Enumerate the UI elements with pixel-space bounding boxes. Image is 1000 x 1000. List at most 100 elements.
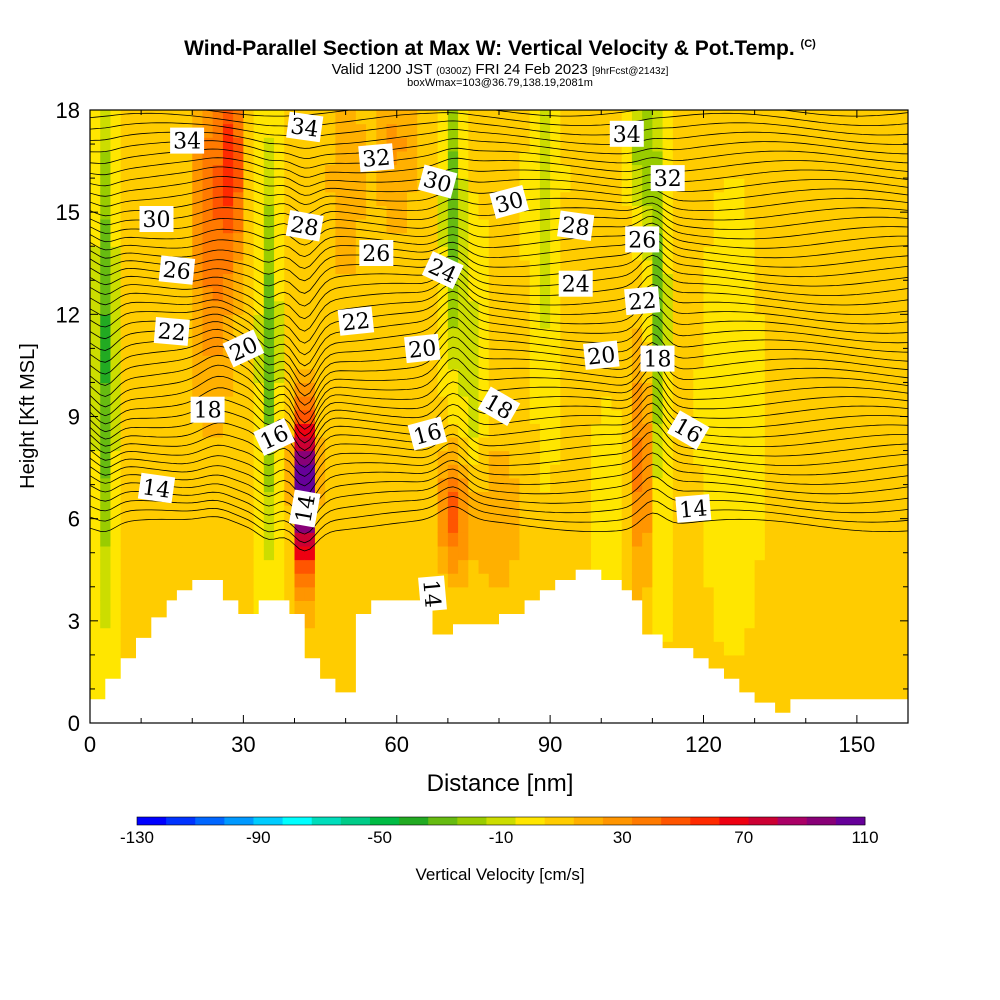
velocity-cell [253, 273, 265, 288]
velocity-cell [591, 259, 602, 275]
velocity-cell [274, 477, 285, 493]
velocity-cell [202, 505, 214, 520]
velocity-cell [815, 586, 827, 601]
velocity-cell [141, 396, 152, 411]
velocity-cell [846, 682, 858, 697]
velocity-cell [253, 491, 265, 506]
velocity-cell [897, 450, 908, 465]
velocity-cell [366, 205, 377, 220]
velocity-cell [744, 341, 756, 356]
velocity-cell [611, 246, 623, 261]
velocity-cell [458, 314, 469, 329]
velocity-cell [130, 232, 142, 247]
velocity-cell [447, 150, 459, 166]
velocity-cell [488, 287, 500, 302]
velocity-cell [713, 614, 725, 629]
velocity-cell [366, 505, 377, 520]
velocity-cell [591, 559, 602, 574]
velocity-cell [570, 205, 582, 220]
theta-contour-line [90, 441, 908, 497]
velocity-cell [212, 218, 224, 234]
theta-contour-line [90, 147, 908, 169]
velocity-cell [335, 532, 347, 547]
velocity-cell [488, 368, 500, 384]
velocity-cell [345, 614, 357, 629]
velocity-cell [274, 232, 285, 247]
velocity-cell [713, 368, 725, 384]
theta-label-text: 26 [162, 258, 192, 286]
velocity-cell [284, 327, 296, 343]
velocity-cell [642, 423, 653, 438]
velocity-cell [734, 368, 745, 384]
theta-label-box [558, 270, 593, 297]
velocity-cell [182, 150, 193, 166]
velocity-cell [795, 341, 807, 356]
velocity-cell [693, 409, 705, 424]
velocity-cell [580, 436, 592, 452]
velocity-cell [539, 355, 551, 370]
velocity-cell [325, 532, 336, 547]
velocity-cell [90, 150, 101, 166]
velocity-cell [826, 682, 838, 697]
velocity-cell [468, 368, 480, 384]
velocity-cell [325, 641, 336, 656]
velocity-cell [897, 178, 908, 193]
velocity-cell [325, 178, 336, 193]
velocity-cell [815, 614, 827, 629]
velocity-cell [836, 409, 848, 424]
velocity-cell [212, 545, 224, 561]
velocity-cell [601, 464, 613, 479]
velocity-cell [355, 368, 367, 384]
velocity-cell [90, 668, 101, 683]
velocity-cell [488, 273, 500, 288]
velocity-cell [805, 287, 817, 302]
velocity-cell [580, 491, 592, 506]
velocity-cell [550, 396, 561, 411]
velocity-cell [376, 178, 388, 193]
velocity-cell [529, 300, 541, 315]
velocity-cell [764, 273, 776, 288]
velocity-cell [877, 682, 889, 697]
velocity-cell [253, 573, 265, 588]
theta-contour-line [90, 326, 908, 397]
velocity-cell [396, 450, 408, 465]
velocity-cell [877, 327, 889, 343]
velocity-cell [570, 382, 582, 397]
velocity-cell [386, 586, 398, 601]
theta-label: 26 [359, 240, 394, 267]
velocity-cell [775, 137, 786, 152]
velocity-cell [447, 450, 459, 465]
velocity-cell [488, 123, 500, 138]
velocity-cell [406, 409, 418, 424]
velocity-cell [529, 477, 541, 493]
velocity-cell [652, 314, 664, 329]
velocity-cell [386, 123, 398, 138]
velocity-cell [877, 545, 889, 561]
velocity-cell [274, 287, 285, 302]
velocity-cell [631, 259, 643, 275]
velocity-cell [652, 505, 664, 520]
velocity-cell [406, 477, 418, 493]
velocity-cell [754, 423, 766, 438]
velocity-cell [406, 327, 418, 343]
velocity-cell [519, 545, 531, 561]
velocity-cell [805, 164, 817, 179]
velocity-cell [652, 450, 664, 465]
velocity-cell [703, 300, 715, 315]
velocity-cell [499, 368, 510, 384]
velocity-cell [642, 246, 653, 261]
velocity-cell [90, 218, 101, 234]
velocity-cell [345, 505, 357, 520]
velocity-cell [151, 355, 163, 370]
velocity-cell [182, 450, 193, 465]
velocity-cell [631, 518, 643, 533]
velocity-cell [672, 341, 684, 356]
velocity-cell [805, 110, 817, 125]
velocity-cell [652, 246, 664, 261]
velocity-cell [233, 150, 244, 166]
velocity-cell [447, 287, 459, 302]
velocity-cell [417, 150, 429, 166]
velocity-cell [591, 287, 602, 302]
theta-label: 14 [417, 575, 447, 612]
velocity-cell [396, 259, 408, 275]
